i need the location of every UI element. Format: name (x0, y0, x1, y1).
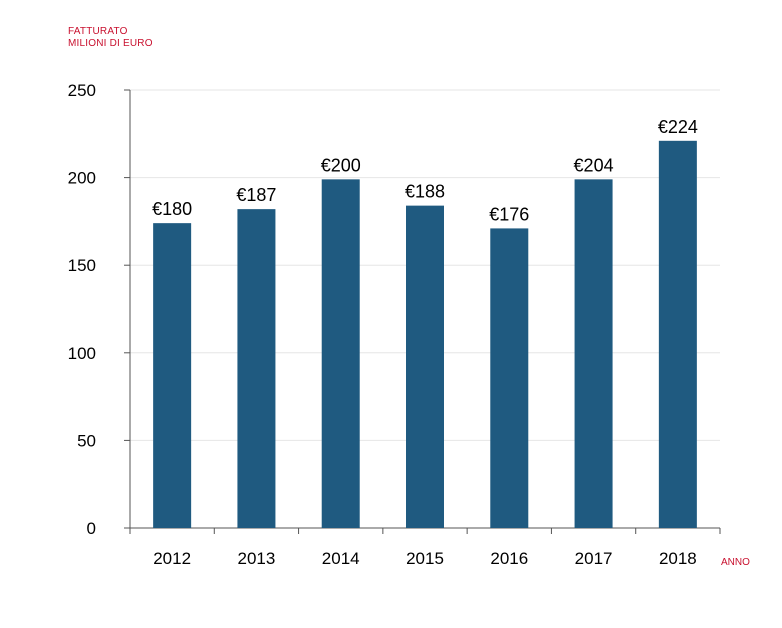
y-tick-label-3: 150 (68, 256, 96, 275)
data-label-2013: €187 (236, 185, 276, 205)
bar-2013 (237, 209, 276, 529)
y-tick-label-0: 0 (87, 519, 96, 538)
y-tick-label-1: 50 (77, 431, 96, 450)
y-tick-label-2: 100 (68, 344, 96, 363)
x-tick-label-2017: 2017 (575, 549, 613, 568)
bar-2015 (406, 205, 444, 528)
x-tick-label-2016: 2016 (490, 549, 528, 568)
bar-2018 (658, 140, 697, 529)
bar-2012 (153, 223, 192, 529)
x-tick-label-2012: 2012 (153, 549, 191, 568)
y-tick-label-4: 200 (68, 169, 96, 188)
y-tick-label-5: 250 (68, 81, 96, 100)
x-tick-label-2013: 2013 (238, 549, 276, 568)
y-axis-title-line-1: FATTURATO (68, 26, 128, 37)
bar-2016 (490, 228, 529, 528)
data-label-2012: €180 (152, 199, 192, 219)
data-label-2018: €224 (658, 117, 698, 137)
bar-2014 (321, 179, 360, 529)
x-tick-label-2015: 2015 (406, 549, 444, 568)
x-axis-title: ANNO (721, 557, 750, 568)
x-tick-label-2014: 2014 (322, 549, 360, 568)
y-axis-title-line-2: MILIONI DI EURO (68, 38, 153, 49)
data-label-2016: €176 (489, 204, 529, 224)
data-label-2015: €188 (405, 182, 445, 202)
bar-2017 (574, 179, 613, 529)
data-label-2017: €204 (574, 155, 614, 175)
x-tick-label-2018: 2018 (659, 549, 697, 568)
data-label-2014: €200 (321, 155, 361, 175)
